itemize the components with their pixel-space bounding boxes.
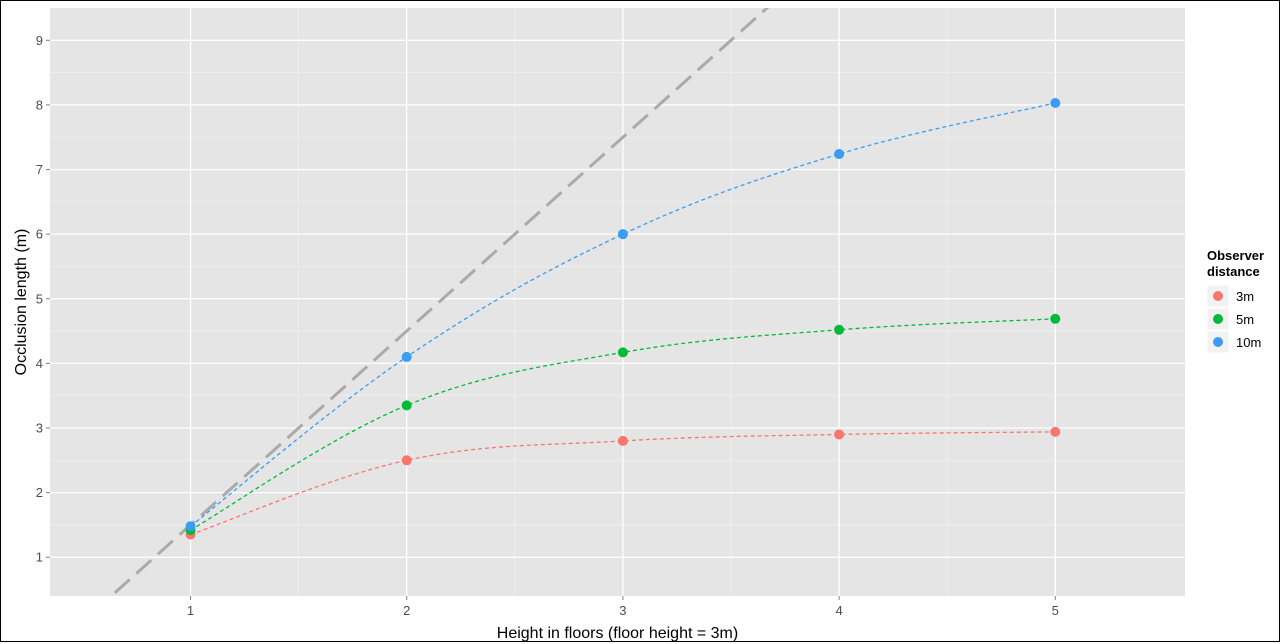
y-axis-ticks: 1 2 3 4 5 6 7 8 9: [36, 33, 50, 565]
legend-keys: 3m 5m 10m: [1206, 284, 1261, 354]
x-axis-ticks: 1 2 3 4 5: [187, 596, 1059, 618]
point-3m: [1050, 426, 1061, 437]
point-3m: [834, 429, 845, 440]
y-tick-label: 5: [36, 291, 43, 306]
x-tick-label: 5: [1052, 603, 1059, 618]
point-5m: [834, 324, 845, 335]
x-tick-label: 4: [835, 603, 842, 618]
y-tick-label: 2: [36, 485, 43, 500]
point-5m: [1050, 313, 1061, 324]
x-axis-title: Height in floors (floor height = 3m): [497, 625, 738, 642]
legend-key-5m: [1213, 314, 1223, 324]
y-axis-title: Occlusion length (m): [13, 229, 30, 376]
point-10m: [185, 521, 196, 532]
series-line-10m: [190, 102, 1056, 527]
plot-panel: [50, 8, 1185, 596]
point-10m: [617, 229, 628, 240]
x-tick-label: 3: [619, 603, 626, 618]
point-3m: [401, 455, 412, 466]
y-tick-label: 9: [36, 33, 43, 48]
point-5m: [617, 347, 628, 358]
reference-line-layer: [109, 8, 770, 596]
y-tick-label: 6: [36, 227, 43, 242]
legend-label-3m: 3m: [1236, 289, 1254, 304]
legend-key-10m: [1213, 337, 1223, 347]
y-tick-label: 4: [36, 356, 43, 371]
legend-label-5m: 5m: [1236, 312, 1254, 327]
point-10m: [401, 351, 412, 362]
point-10m: [834, 149, 845, 160]
point-3m: [617, 435, 628, 446]
legend-title-line1: Observer: [1207, 248, 1264, 263]
point-10m: [1050, 97, 1061, 108]
x-tick-label: 2: [403, 603, 410, 618]
y-tick-label: 3: [36, 421, 43, 436]
legend-title-line2: distance: [1207, 264, 1260, 279]
legend-key-3m: [1213, 291, 1223, 301]
minor-gridlines: [50, 8, 1185, 596]
legend: Observer distance 3m 5m 10m: [1206, 248, 1264, 354]
series-layer: [185, 97, 1061, 540]
x-tick-label: 1: [187, 603, 194, 618]
y-tick-label: 1: [36, 550, 43, 565]
point-5m: [401, 400, 412, 411]
series-line-3m: [190, 431, 1056, 536]
legend-label-10m: 10m: [1236, 335, 1261, 350]
reference-line: [109, 8, 770, 596]
y-tick-label: 8: [36, 97, 43, 112]
y-tick-label: 7: [36, 162, 43, 177]
